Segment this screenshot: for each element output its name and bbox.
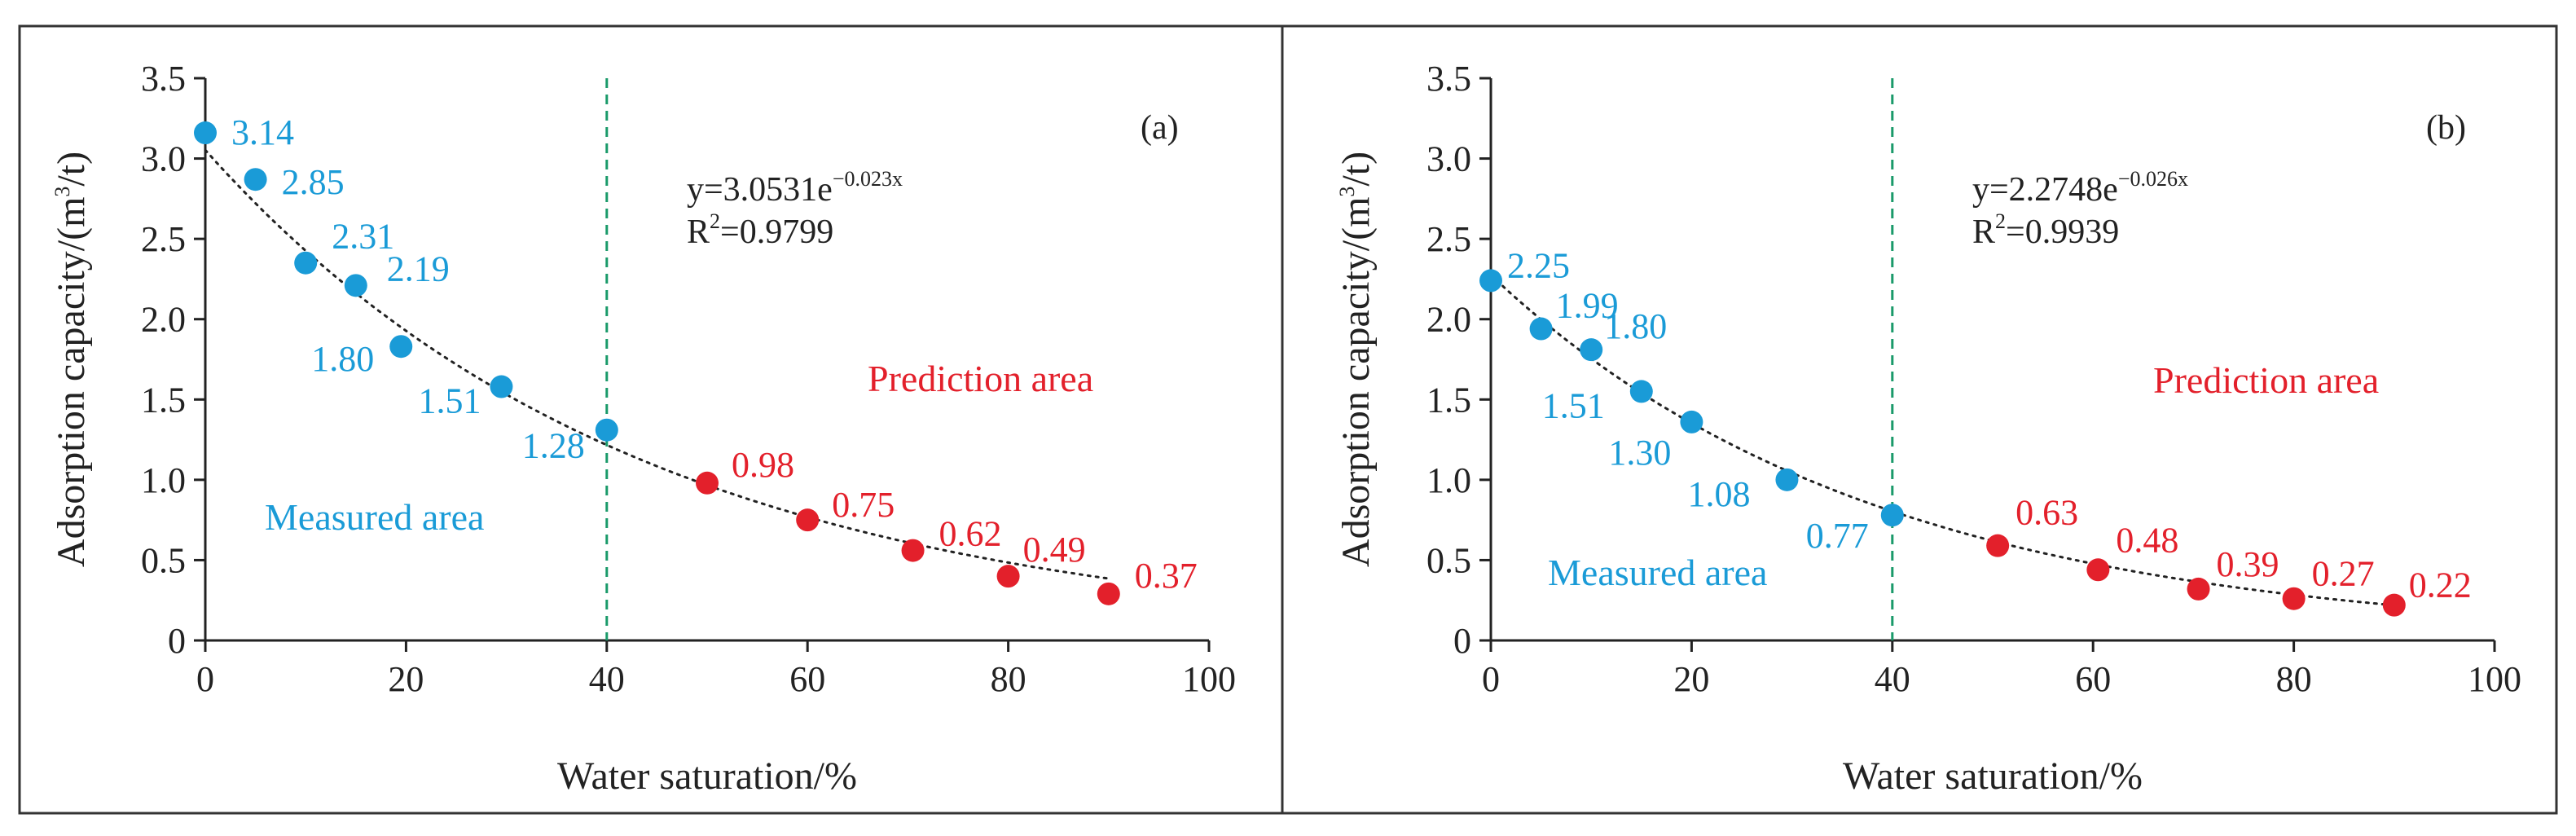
measured-point-label: 1.28 — [522, 426, 585, 466]
y-tick-label: 3.5 — [141, 59, 186, 99]
predicted-point — [696, 471, 719, 495]
measured-point-label: 2.85 — [282, 162, 345, 202]
x-tick-label: 60 — [2075, 659, 2111, 699]
y-tick-label: 0.5 — [1426, 540, 1471, 580]
y-tick-label: 2.5 — [1426, 219, 1471, 259]
y-tick-label: 2.0 — [141, 300, 186, 340]
measured-point-label: 1.80 — [311, 339, 374, 379]
panel-label: (b) — [2426, 109, 2466, 147]
y-tick-label: 0 — [168, 621, 186, 661]
predicted-point — [996, 565, 1020, 588]
predicted-point — [1097, 582, 1120, 605]
fit-curve — [1489, 274, 2396, 607]
predicted-point-label: 0.49 — [1023, 530, 1086, 570]
y-tick-label: 3.5 — [1426, 59, 1471, 99]
measured-area-label: Measured area — [1548, 552, 1767, 593]
x-tick-label: 60 — [789, 659, 825, 699]
x-tick-label: 20 — [388, 659, 424, 699]
y-axis-title: Adsorption capacity/(m3/t) — [50, 152, 93, 567]
x-tick-label: 100 — [1182, 659, 1236, 699]
predicted-point — [2187, 577, 2210, 601]
y-tick-label: 2.0 — [1426, 300, 1471, 340]
measured-point — [1479, 269, 1502, 293]
x-tick-label: 80 — [991, 659, 1026, 699]
x-tick-label: 40 — [1875, 659, 1910, 699]
predicted-point-label: 0.48 — [2116, 520, 2178, 560]
measured-point-label: 3.14 — [231, 112, 294, 152]
x-tick-label: 0 — [196, 659, 214, 699]
x-tick-label: 80 — [2276, 659, 2312, 699]
predicted-point — [796, 508, 820, 532]
y-axis-title: Adsorption capacity/(m3/t) — [1334, 152, 1378, 567]
fit-equation: y=3.0531e−0.023x — [687, 167, 903, 209]
measured-point — [490, 375, 513, 398]
measured-point — [1580, 338, 1603, 362]
x-tick-label: 0 — [1482, 659, 1500, 699]
measured-point — [1629, 380, 1653, 403]
measured-point — [294, 251, 318, 275]
y-tick-label: 0 — [1453, 621, 1471, 661]
measured-point — [1775, 468, 1799, 491]
predicted-point — [2086, 558, 2110, 582]
panel-label: (a) — [1141, 109, 1179, 147]
r-squared: R2=0.9939 — [1972, 209, 2119, 251]
x-tick-label: 20 — [1673, 659, 1709, 699]
measured-point-label: 1.80 — [1604, 306, 1667, 346]
measured-point — [1680, 410, 1703, 433]
figure-frame — [18, 24, 2558, 815]
measured-point — [244, 168, 267, 191]
measured-point-label: 1.99 — [1556, 286, 1619, 326]
panel-b: 0 0.5 1.0 1.5 2.0 2.5 3.0 3.5 0 20 40 60 80 100 Water … — [1334, 59, 2521, 798]
measured-point-label: 2.19 — [387, 249, 450, 288]
prediction-area-label: Prediction area — [868, 358, 1093, 399]
predicted-point-label: 0.63 — [2016, 493, 2078, 533]
predicted-point-label: 0.75 — [832, 485, 895, 525]
fit-curve — [204, 148, 1110, 580]
predicted-point-label: 0.39 — [2217, 544, 2279, 584]
measured-point-label: 2.31 — [332, 217, 394, 257]
predicted-point — [1986, 534, 2010, 557]
predicted-point-label: 0.22 — [2409, 565, 2472, 605]
measured-point-label: 1.51 — [1542, 385, 1605, 425]
x-axis-title: Water saturation/% — [1843, 755, 2143, 798]
panel-a: 0 0.5 1.0 1.5 2.0 2.5 3.0 3.5 0 20 40 60 80 100 Water … — [50, 59, 1236, 798]
measured-point — [595, 418, 618, 442]
measured-point-label: 0.77 — [1806, 516, 1869, 556]
prediction-area-label: Prediction area — [2153, 359, 2379, 401]
y-tick-label: 1.5 — [141, 380, 186, 420]
x-tick-label: 100 — [2468, 659, 2521, 699]
y-tick-label: 3.0 — [141, 139, 186, 179]
measured-area-label: Measured area — [265, 496, 484, 538]
y-tick-label: 1.0 — [1426, 460, 1471, 500]
y-tick-label: 1.5 — [1426, 380, 1471, 420]
measured-point — [344, 274, 367, 297]
measured-point-label: 1.51 — [418, 381, 481, 421]
predicted-point — [2282, 587, 2306, 610]
predicted-point-label: 0.27 — [2312, 554, 2375, 594]
x-axis-title: Water saturation/% — [557, 755, 857, 798]
y-tick-label: 1.0 — [141, 460, 186, 500]
y-tick-label: 3.0 — [1426, 139, 1471, 179]
measured-point — [1880, 504, 1904, 527]
predicted-point-label: 0.37 — [1135, 556, 1198, 596]
measured-point — [194, 121, 217, 145]
predicted-point-label: 0.62 — [939, 514, 1002, 554]
y-tick-label: 0.5 — [141, 540, 186, 580]
measured-point-label: 1.30 — [1608, 433, 1671, 473]
r-squared: R2=0.9799 — [687, 209, 833, 251]
y-tick-label: 2.5 — [141, 219, 186, 259]
measured-point — [389, 335, 413, 359]
measured-point-label: 1.08 — [1687, 474, 1750, 514]
measured-point-label: 2.25 — [1507, 245, 1570, 285]
fit-equation: y=2.2748e−0.026x — [1972, 167, 2188, 209]
x-tick-label: 40 — [589, 659, 625, 699]
predicted-point — [901, 539, 925, 562]
measured-point — [1529, 317, 1553, 341]
predicted-point-label: 0.98 — [732, 445, 794, 485]
predicted-point — [2382, 593, 2406, 617]
